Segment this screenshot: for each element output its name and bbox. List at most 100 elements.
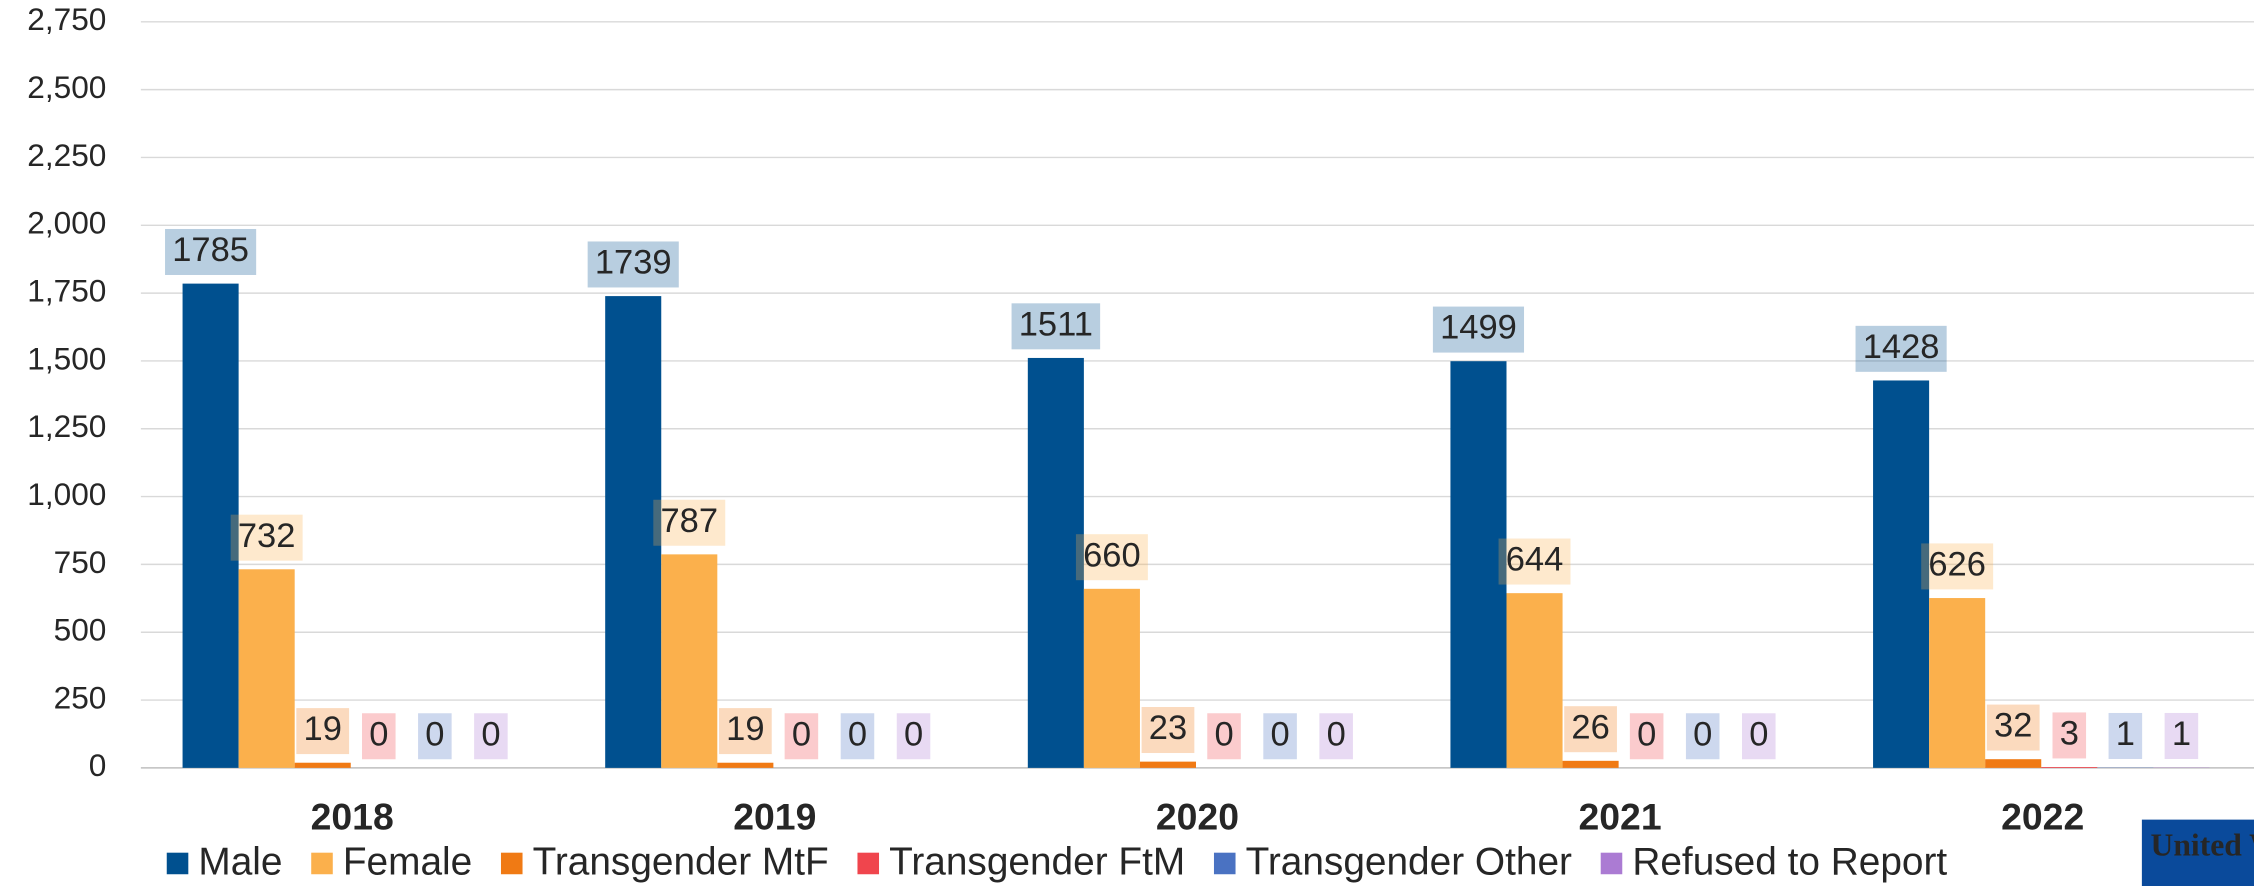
legend-label: Transgender MtF (533, 840, 829, 883)
data-label: 0 (1207, 713, 1241, 760)
logo-box (2141, 819, 2254, 886)
bar (182, 283, 239, 768)
legend-marker (1600, 852, 1623, 875)
legend-label: Female (343, 840, 472, 883)
y-tick-label: 1,750 (27, 272, 106, 308)
data-label-text: 1511 (1019, 305, 1093, 343)
legend-marker (311, 852, 333, 875)
data-label: 19 (296, 708, 350, 755)
data-label-bg (418, 713, 452, 760)
legend-marker (500, 852, 523, 875)
data-label: 1511 (1011, 303, 1101, 350)
data-label: 787 (653, 499, 726, 546)
data-label-text: 0 (1693, 715, 1712, 753)
data-label: 1739 (587, 241, 679, 288)
y-tick-label: 2,000 (27, 205, 106, 241)
data-label-bg (784, 713, 819, 760)
data-label-text: 0 (904, 715, 923, 753)
data-label-bg (2108, 712, 2143, 759)
data-label-bg (653, 499, 726, 546)
data-label-bg (1685, 713, 1720, 760)
data-label: 1 (2108, 712, 2143, 759)
bar (1929, 598, 1986, 768)
bar (605, 296, 662, 768)
data-label: 1 (2164, 712, 2199, 759)
data-label-text: 660 (1083, 536, 1141, 574)
data-label: 0 (418, 713, 452, 760)
data-label-text: 0 (848, 715, 867, 753)
logo-text: United Way (2151, 828, 2254, 863)
data-label: 32 (1986, 704, 2040, 751)
data-label-text: 0 (369, 715, 388, 753)
data-label: 660 (1075, 534, 1148, 581)
data-label: 0 (1685, 713, 1720, 760)
bar (1506, 593, 1563, 768)
data-label-bg (165, 228, 257, 275)
y-tick-label: 1,000 (27, 476, 106, 512)
data-label: 0 (1319, 713, 1353, 760)
bar (1450, 361, 1507, 768)
data-label-bg (1855, 325, 1947, 372)
data-label-bg (718, 708, 772, 755)
data-label-text: 644 (1506, 541, 1564, 579)
data-label: 1428 (1855, 325, 1947, 372)
data-label-text: 26 (1571, 708, 1609, 746)
x-tick-label: 2019 (733, 796, 816, 838)
data-label-text: 626 (1928, 546, 1986, 584)
data-label-text: 0 (425, 715, 444, 753)
data-label-text: 732 (238, 517, 296, 555)
bar (1873, 380, 1930, 768)
data-label-text: 32 (1994, 707, 2032, 745)
data-label: 732 (230, 514, 303, 561)
data-label: 0 (784, 713, 819, 760)
y-tick-label: 250 (54, 679, 107, 715)
bar (2041, 767, 2098, 768)
legend-label: Male (198, 840, 282, 883)
bar (717, 762, 774, 768)
data-label-text: 0 (481, 715, 500, 753)
legend-marker (166, 852, 189, 875)
y-tick-label: 750 (54, 544, 107, 580)
data-label: 0 (1629, 713, 1664, 760)
data-label-bg (1011, 303, 1101, 350)
legend-label: Transgender FtM (889, 840, 1185, 883)
data-label-text: 0 (792, 715, 811, 753)
bar (1139, 761, 1196, 768)
data-label: 0 (896, 713, 931, 760)
data-label: 1499 (1432, 306, 1525, 353)
data-label: 0 (1742, 713, 1776, 760)
y-tick-label: 2,750 (27, 1, 106, 37)
legend-label: Refused to Report (1632, 840, 1947, 883)
data-label-bg (1629, 713, 1664, 760)
data-label-text: 19 (726, 710, 764, 748)
data-label-bg (296, 708, 350, 755)
data-label-bg (474, 713, 508, 760)
y-tick-label: 1,250 (27, 408, 106, 444)
data-label: 0 (840, 713, 875, 760)
data-label-bg (1263, 713, 1297, 760)
data-label-bg (2164, 712, 2199, 759)
data-label-text: 19 (304, 710, 342, 748)
y-tick-label: 0 (89, 747, 107, 783)
data-label-bg (2052, 712, 2087, 759)
data-label-bg (1986, 704, 2040, 751)
data-label: 0 (362, 713, 396, 760)
data-label-text: 0 (1749, 715, 1768, 753)
data-label: 0 (1263, 713, 1297, 760)
data-label-text: 1 (2172, 715, 2191, 753)
data-label-text: 1499 (1440, 309, 1517, 347)
data-label-text: 0 (1271, 715, 1290, 753)
y-tick-label: 2,250 (27, 137, 106, 173)
data-label-bg (1742, 713, 1776, 760)
x-tick-label: 2018 (311, 796, 394, 838)
data-label-text: 1785 (172, 231, 249, 269)
data-label-bg (587, 241, 679, 288)
data-label-bg (1319, 713, 1353, 760)
data-label-text: 0 (1214, 715, 1233, 753)
data-label-bg (1921, 543, 1994, 590)
data-label-text: 0 (1327, 715, 1346, 753)
data-label-text: 23 (1149, 709, 1187, 747)
y-tick-label: 1,500 (27, 340, 106, 376)
x-tick-label: 2020 (1156, 796, 1239, 838)
y-tick-label: 2,500 (27, 69, 106, 105)
